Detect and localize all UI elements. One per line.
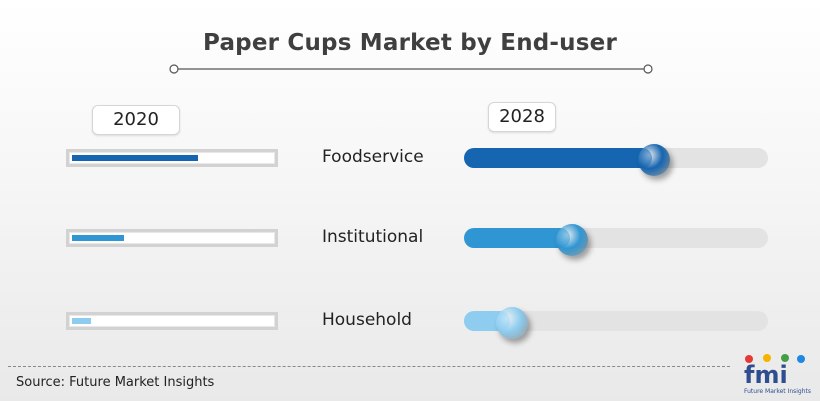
bar-2020-institutional (66, 229, 278, 247)
bar-2020-household (66, 312, 278, 330)
bar-2028-knob-foodservice (638, 144, 670, 176)
bar-2028-fill-foodservice (464, 148, 652, 168)
footer-divider (8, 366, 730, 367)
bar-2028-knob-institutional (556, 224, 588, 256)
category-label-foodservice: Foodservice (322, 147, 424, 167)
bar-2020-fill-institutional (72, 235, 124, 241)
title-underline (169, 64, 653, 74)
legend-year-2020: 2020 (92, 105, 180, 135)
bar-2028-track-foodservice (464, 148, 768, 168)
bar-2028-track-institutional (464, 228, 768, 248)
bar-2020-fill-foodservice (72, 155, 198, 161)
source-note: Source: Future Market Insights (16, 375, 215, 390)
bar-2020-fill-household (72, 318, 91, 324)
bar-2020-foodservice (66, 149, 278, 167)
fmi-logo: fmi (744, 354, 805, 389)
bar-2028-fill-institutional (464, 228, 570, 248)
logo-tagline: Future Market Insights (744, 388, 812, 395)
logo-text: fmi (744, 361, 788, 389)
category-label-institutional: Institutional (322, 227, 424, 247)
legend-year-2028: 2028 (488, 102, 556, 132)
category-label-household: Household (322, 310, 412, 330)
chart-title: Paper Cups Market by End-user (203, 30, 617, 56)
bar-2028-knob-household (496, 307, 528, 339)
